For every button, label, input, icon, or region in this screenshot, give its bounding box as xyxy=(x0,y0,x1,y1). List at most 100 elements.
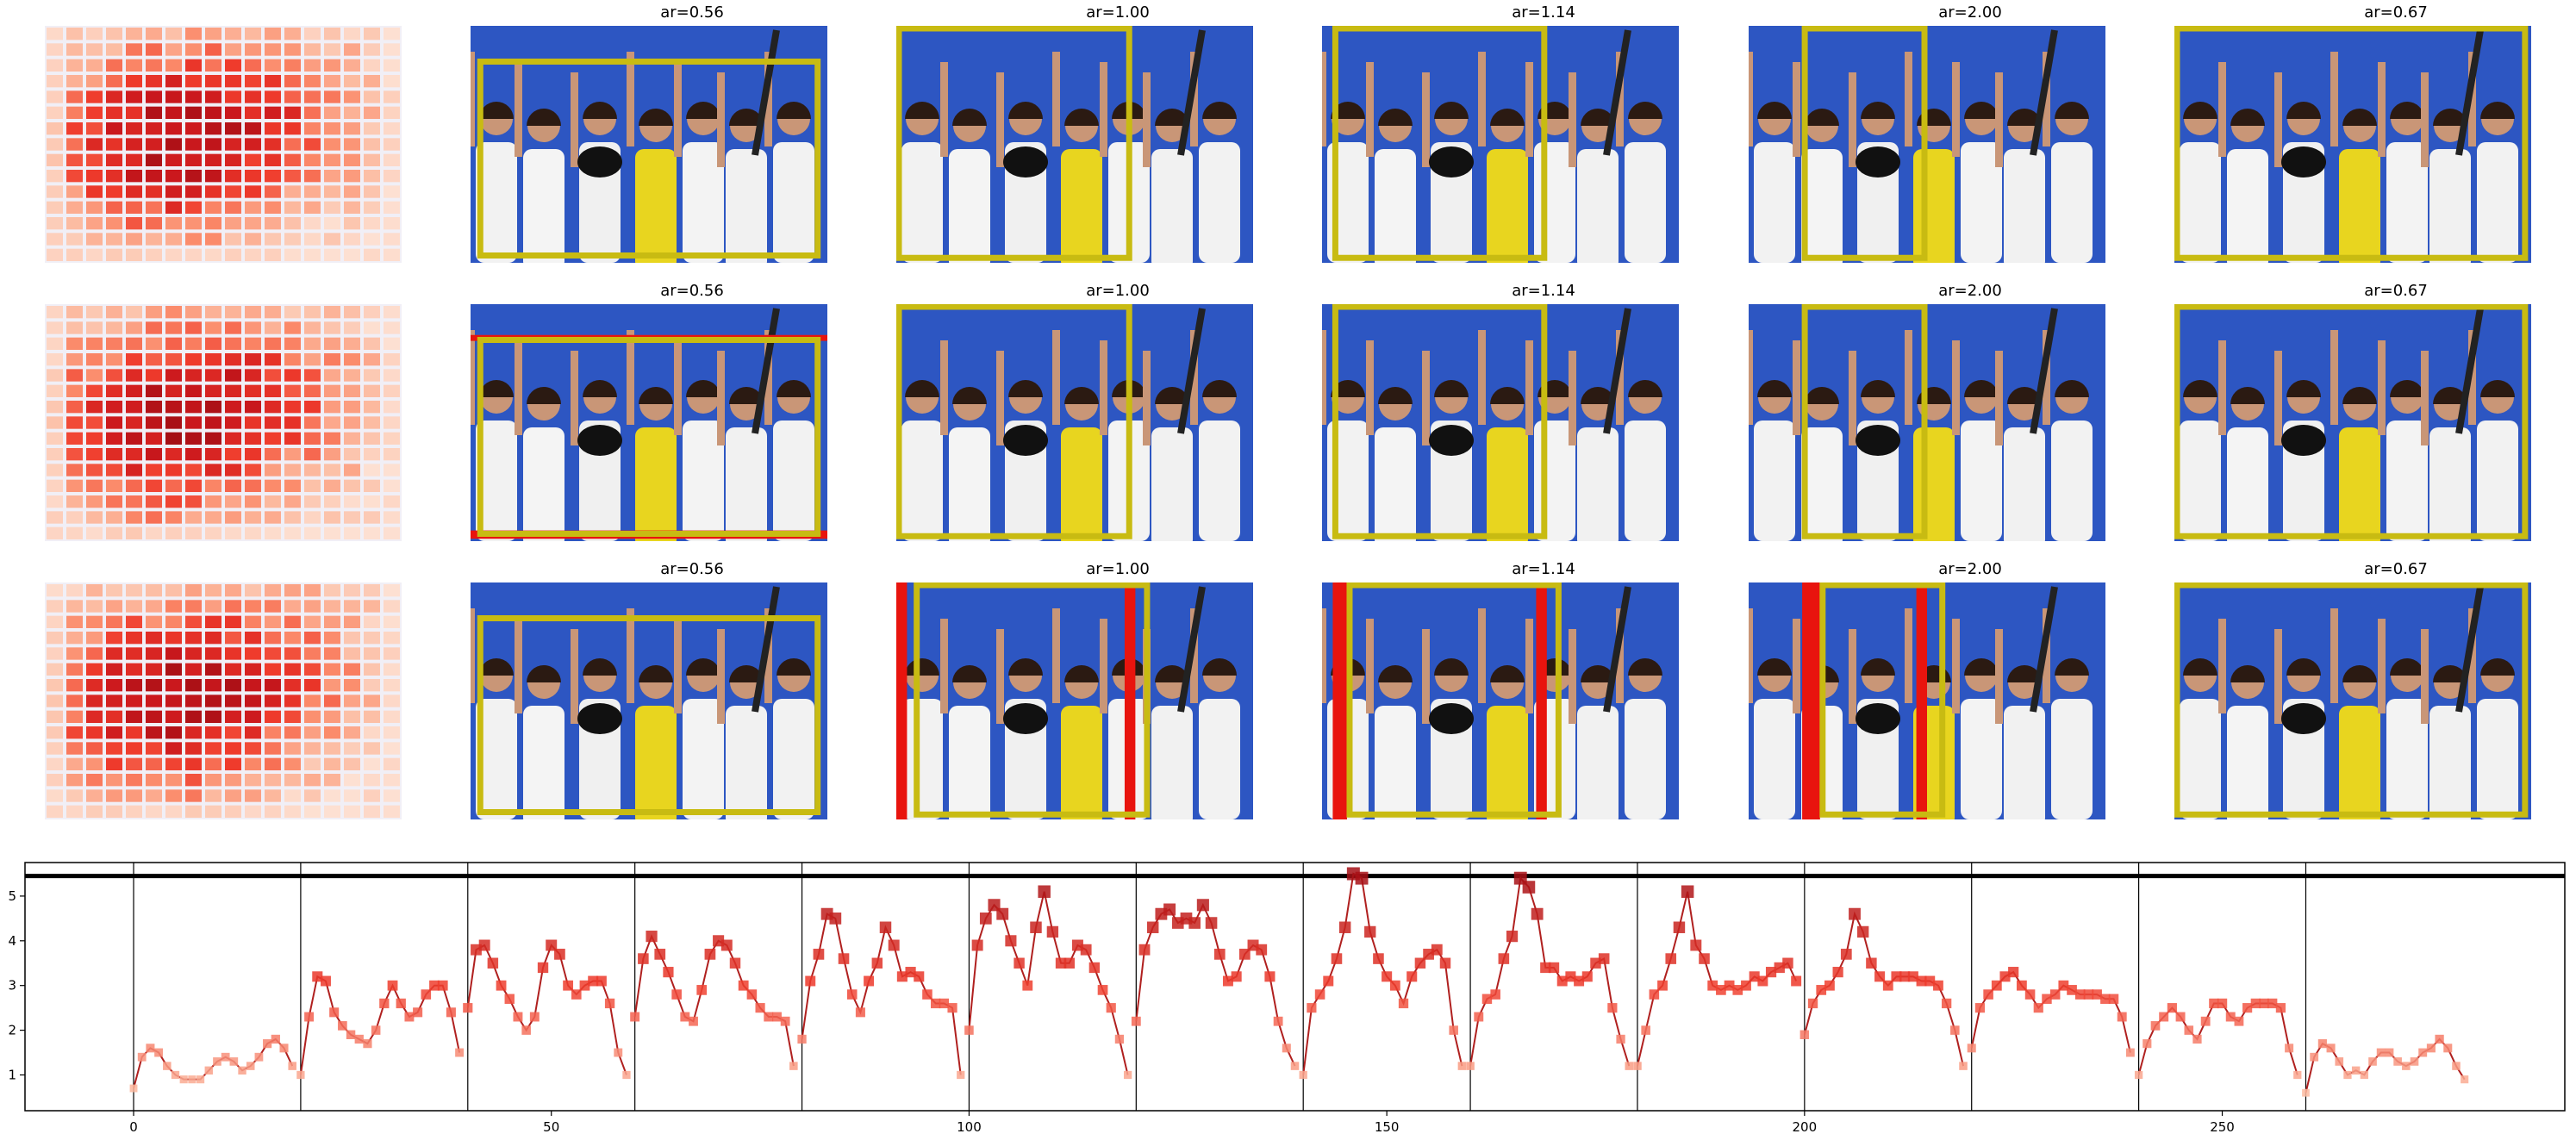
heatmap-cell xyxy=(344,584,360,597)
data-point xyxy=(614,1048,623,1057)
data-point xyxy=(1389,980,1400,991)
heatmap-cell xyxy=(225,679,241,692)
heatmap-cell xyxy=(126,337,142,350)
series-line xyxy=(1803,911,1965,1067)
heatmap-cell xyxy=(47,632,63,645)
heatmap-cell xyxy=(245,479,261,492)
heatmap-cell xyxy=(324,138,340,151)
heatmap-panel xyxy=(45,304,402,541)
heatmap-cell xyxy=(384,122,400,135)
heatmap-cell xyxy=(284,774,301,787)
heatmap-cell xyxy=(66,28,83,40)
heatmap-cell xyxy=(324,584,340,597)
crop-panel xyxy=(1322,304,1679,541)
heatmap-cell xyxy=(106,632,122,645)
heatmap-cell xyxy=(106,28,122,40)
data-point xyxy=(2217,998,2228,1009)
heatmap-cell xyxy=(364,742,380,755)
heatmap-cell xyxy=(185,217,202,230)
heatmap-cell xyxy=(126,695,142,707)
heatmap-cell xyxy=(324,106,340,119)
heatmap-cell xyxy=(86,401,103,414)
heatmap-cell xyxy=(146,757,162,770)
heatmap-cell xyxy=(284,726,301,739)
data-point xyxy=(338,1021,347,1031)
heatmap-cell xyxy=(284,248,301,261)
heatmap-cell xyxy=(146,632,162,645)
heatmap-cell xyxy=(47,789,63,802)
heatmap-cell xyxy=(344,448,360,461)
heatmap-cell xyxy=(66,138,83,151)
heatmap-cell xyxy=(265,90,281,103)
data-point xyxy=(805,975,816,987)
heatmap-cell xyxy=(225,584,241,597)
heatmap-cell xyxy=(324,615,340,628)
data-point xyxy=(1231,971,1242,982)
data-point xyxy=(471,944,482,956)
data-point xyxy=(2049,989,2061,1000)
heatmap-cell xyxy=(225,28,241,40)
heatmap-cell xyxy=(66,448,83,461)
heatmap-cell xyxy=(86,106,103,119)
data-point xyxy=(1874,971,1886,982)
heatmap-cell xyxy=(265,321,281,334)
heatmap-cell xyxy=(146,122,162,135)
heatmap-cell xyxy=(344,726,360,739)
data-point xyxy=(1924,975,1936,987)
data-point xyxy=(1046,925,1059,938)
data-point xyxy=(1665,953,1677,964)
data-point xyxy=(396,998,406,1009)
heatmap-cell xyxy=(324,695,340,707)
heatmap-cell xyxy=(146,28,162,40)
heatmap-cell xyxy=(106,774,122,787)
data-point xyxy=(1423,949,1434,960)
heatmap-cell xyxy=(66,90,83,103)
heatmap-cell xyxy=(324,432,340,445)
heatmap-cell xyxy=(106,59,122,72)
data-point xyxy=(1431,944,1443,956)
data-point xyxy=(1264,971,1276,982)
series-line xyxy=(1469,875,1631,1067)
heatmap-cell xyxy=(304,805,321,818)
heatmap-cell xyxy=(304,663,321,676)
heatmap-cell xyxy=(364,185,380,198)
data-point xyxy=(1824,980,1835,991)
heatmap-cell xyxy=(344,75,360,88)
heatmap-cell xyxy=(245,401,261,414)
heatmap-cell xyxy=(66,511,83,524)
data-point xyxy=(1138,944,1151,956)
heatmap-cell xyxy=(86,464,103,477)
heatmap-cell xyxy=(265,217,281,230)
data-point xyxy=(1481,994,1493,1004)
heatmap-cell xyxy=(165,401,182,414)
heatmap-cell xyxy=(304,632,321,645)
data-point xyxy=(1866,957,1877,969)
crop-box xyxy=(477,615,821,815)
crop-box xyxy=(2174,26,2529,261)
heatmap-cell xyxy=(304,306,321,319)
heatmap-cell xyxy=(245,75,261,88)
heatmap-cell xyxy=(364,138,380,151)
heatmap-cell xyxy=(205,321,221,334)
heatmap-cell xyxy=(344,479,360,492)
heatmap-cell xyxy=(165,337,182,350)
heatmap-cell xyxy=(284,789,301,802)
heatmap-cell xyxy=(86,448,103,461)
crop-panel xyxy=(1749,582,2105,819)
heatmap-cell xyxy=(66,369,83,382)
heatmap-cell xyxy=(47,479,63,492)
heatmap-cell xyxy=(284,632,301,645)
heatmap-cell xyxy=(205,337,221,350)
mask-overlay xyxy=(1916,582,1927,819)
heatmap-cell xyxy=(265,384,281,397)
crop-box xyxy=(2174,582,2529,818)
heatmap-cell xyxy=(225,384,241,397)
data-point xyxy=(588,975,599,987)
heatmap-cell xyxy=(324,789,340,802)
heatmap-cell xyxy=(126,369,142,382)
heatmap-cell xyxy=(384,710,400,723)
data-point xyxy=(1513,871,1527,885)
heatmap-cell xyxy=(86,170,103,183)
heatmap-cell xyxy=(324,90,340,103)
data-point xyxy=(1071,939,1083,951)
